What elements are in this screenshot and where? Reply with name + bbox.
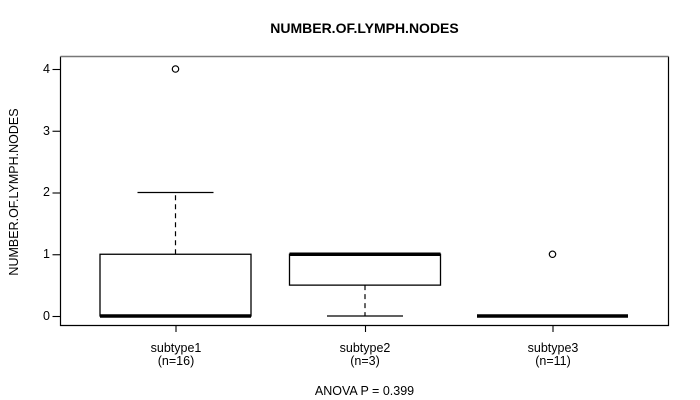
outlier-point-subtype3 <box>548 250 557 259</box>
iqr-box-subtype1 <box>99 253 252 317</box>
x-group-label-subtype3: subtype3 (n=11) <box>478 342 628 368</box>
chart-title: NUMBER.OF.LYMPH.NODES <box>270 20 459 36</box>
x-group-label-subtype1: subtype1 (n=16) <box>101 342 251 368</box>
anova-p-annotation: ANOVA P = 0.399 <box>314 384 415 398</box>
group-name: subtype2 <box>339 341 391 355</box>
group-name: subtype3 <box>527 341 579 355</box>
iqr-box-subtype2 <box>288 253 442 286</box>
group-count: (n=11) <box>535 354 571 368</box>
x-group-label-subtype2: subtype2 (n=3) <box>290 342 440 368</box>
y-tick-label-4: 4 <box>43 62 50 76</box>
y-tick-label-3: 3 <box>43 124 50 138</box>
group-count: (n=16) <box>157 354 195 368</box>
y-tick-label-2: 2 <box>43 185 50 199</box>
y-tick-label-1: 1 <box>43 247 50 261</box>
plot-frame <box>59 56 670 327</box>
outlier-point-subtype1 <box>171 65 180 73</box>
y-tick-label-0: 0 <box>43 309 50 323</box>
group-count: (n=3) <box>350 354 380 368</box>
y-axis-label: NUMBER.OF.LYMPH.NODES <box>7 108 21 276</box>
group-name: subtype1 <box>150 341 202 355</box>
